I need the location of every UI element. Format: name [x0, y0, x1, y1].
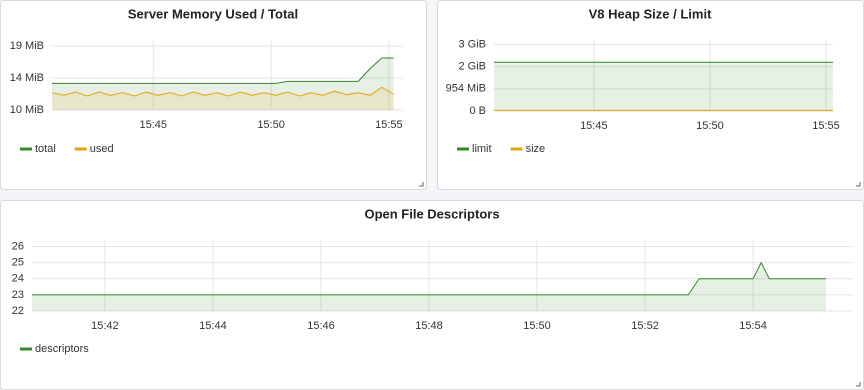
- x-tick-label: 15:50: [523, 320, 551, 332]
- legend-label: total: [35, 143, 56, 155]
- x-tick-label: 15:52: [631, 320, 659, 332]
- y-tick-label: 14 MiB: [10, 72, 44, 84]
- legend-label: size: [526, 143, 546, 155]
- x-tick-label: 15:46: [307, 320, 335, 332]
- y-tick-label: 0 B: [469, 105, 486, 117]
- resize-handle[interactable]: [856, 182, 861, 187]
- y-tick-label: 22: [12, 305, 24, 317]
- y-tick-label: 25: [12, 256, 24, 268]
- y-tick-label: 954 MiB: [446, 83, 486, 95]
- x-tick-label: 15:42: [91, 320, 119, 332]
- x-tick-label: 15:45: [580, 120, 608, 132]
- x-tick-label: 15:55: [375, 119, 403, 131]
- line: [51, 86, 394, 97]
- y-tick-label: 26: [12, 240, 24, 252]
- area: [52, 58, 394, 110]
- x-tick-label: 15:55: [812, 120, 840, 132]
- y-tick-label: 2 GiB: [458, 61, 486, 73]
- area: [32, 262, 826, 311]
- legend-label: limit: [472, 143, 492, 155]
- x-tick-label: 15:44: [199, 320, 227, 332]
- line: [52, 57, 394, 84]
- legend-label: descriptors: [35, 343, 89, 355]
- y-tick-label: 24: [12, 273, 24, 285]
- area: [52, 87, 394, 110]
- panel: [0, 0, 427, 190]
- x-tick-label: 15:54: [739, 320, 767, 332]
- y-tick-label: 23: [12, 289, 24, 301]
- x-tick-label: 15:48: [415, 320, 443, 332]
- line: [32, 261, 826, 296]
- x-tick-label: 15:50: [257, 119, 285, 131]
- y-tick-label: 3 GiB: [458, 38, 486, 50]
- chart-title: Open File Descriptors: [364, 206, 499, 221]
- resize-handle[interactable]: [856, 382, 861, 387]
- area: [494, 62, 833, 111]
- resize-handle[interactable]: [419, 182, 424, 187]
- chart-title: Server Memory Used / Total: [128, 6, 298, 21]
- y-tick-label: 10 MiB: [10, 104, 44, 116]
- y-tick-label: 19 MiB: [10, 40, 44, 52]
- legend-label: used: [90, 143, 114, 155]
- x-tick-label: 15:45: [140, 119, 168, 131]
- chart-title: V8 Heap Size / Limit: [589, 6, 712, 21]
- x-tick-label: 15:50: [696, 120, 724, 132]
